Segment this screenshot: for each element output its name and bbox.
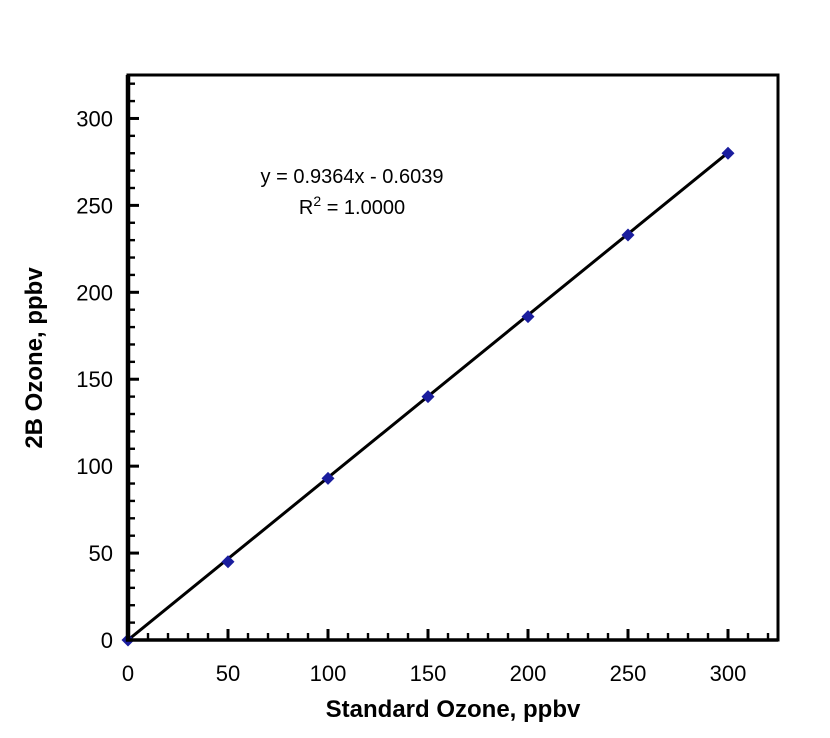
y-tick-label: 100 bbox=[76, 454, 113, 479]
plot-border bbox=[126, 73, 780, 642]
r-squared-base: R bbox=[299, 197, 313, 219]
data-point-marker bbox=[321, 471, 335, 485]
plot-area: 0 50 100 150 200 250 300 0 50 100 150 200 250 300 bbox=[76, 73, 780, 686]
r-squared-text: R2 = 1.0000 bbox=[299, 193, 405, 219]
x-tick-label: 0 bbox=[122, 661, 134, 686]
r-squared-value: = 1.0000 bbox=[321, 197, 405, 219]
x-axis-title: Standard Ozone, ppbv bbox=[326, 696, 581, 723]
data-point-marker bbox=[221, 555, 235, 569]
x-tick-label: 300 bbox=[710, 661, 747, 686]
y-tick-label: 150 bbox=[76, 367, 113, 392]
r-squared-superscript: 2 bbox=[313, 193, 321, 209]
y-tick-label: 50 bbox=[89, 541, 113, 566]
x-tick-label: 250 bbox=[610, 661, 647, 686]
y-tick-label: 300 bbox=[76, 106, 113, 131]
x-tick-label: 100 bbox=[310, 661, 347, 686]
y-axis-title: 2B Ozone, ppbv bbox=[21, 267, 48, 449]
x-tick-label: 200 bbox=[510, 661, 547, 686]
data-point-marker bbox=[421, 390, 435, 404]
x-tick-label: 50 bbox=[216, 661, 240, 686]
data-point-marker bbox=[721, 146, 735, 160]
data-point-marker bbox=[521, 310, 535, 324]
trendline-equation-text: y = 0.9364x - 0.6039 bbox=[261, 166, 444, 188]
y-tick-label: 200 bbox=[76, 280, 113, 305]
y-tick-label: 0 bbox=[101, 628, 113, 653]
data-point-marker bbox=[621, 228, 635, 242]
x-tick-label: 150 bbox=[410, 661, 447, 686]
y-tick-label: 250 bbox=[76, 193, 113, 218]
